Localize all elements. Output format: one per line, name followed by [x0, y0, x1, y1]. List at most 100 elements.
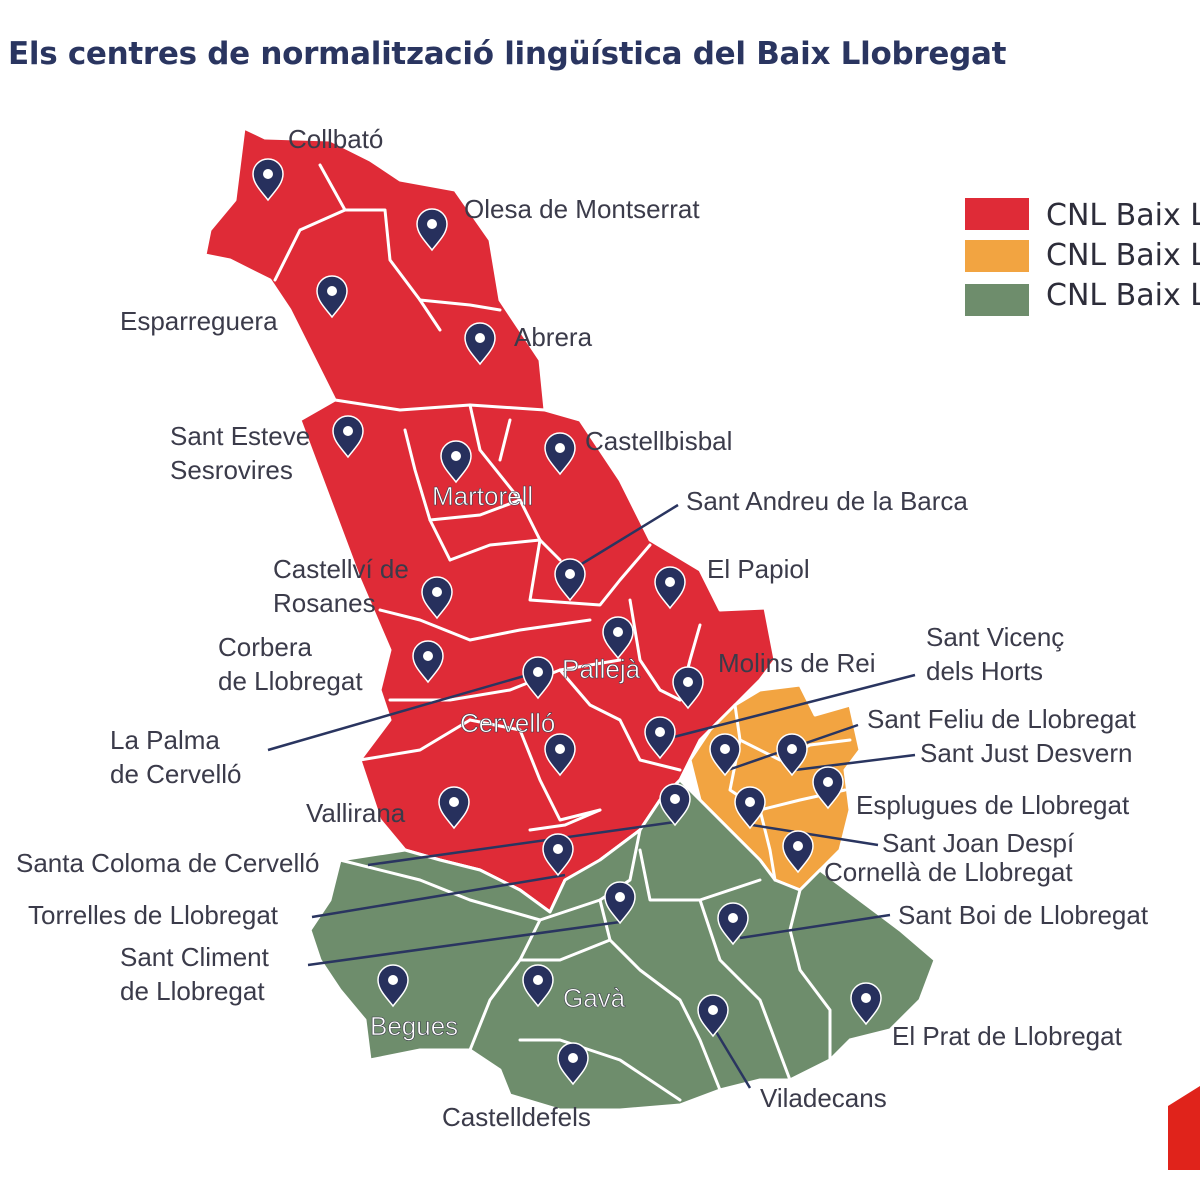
label-esplugues-de-llobregat: Esplugues de Llobregat	[856, 790, 1130, 820]
pin-esparreguera-icon[interactable]	[316, 275, 348, 319]
label-el-prat-de-llobregat: El Prat de Llobregat	[892, 1021, 1123, 1051]
border-line	[428, 498, 522, 522]
border-line	[418, 298, 502, 312]
label-sant-just-desvern: Sant Just Desvern	[920, 738, 1132, 768]
pin-viladecans-icon[interactable]	[697, 994, 729, 1038]
leader-sant-joan	[751, 823, 879, 847]
leader-sant-just	[794, 753, 916, 772]
label-line: La Palma	[110, 725, 220, 755]
label-line: Viladecans	[760, 1083, 887, 1113]
label-torrelles-de-llobregat: Torrelles de Llobregat	[28, 900, 279, 930]
label-olesa-de-montserrat: Olesa de Montserrat	[464, 194, 700, 224]
label-castellbisbal: Castellbisbal	[585, 426, 732, 456]
pin-corbera-de-llobregat-icon[interactable]	[412, 640, 444, 684]
label-line: Begues	[370, 1011, 458, 1041]
pin-cornella-de-llobregat-icon[interactable]	[782, 830, 814, 874]
label-line: Sant Vicenç	[926, 622, 1064, 652]
pin-palleja-icon[interactable]	[602, 616, 634, 660]
label-sant-boi-de-llobregat: Sant Boi de Llobregat	[898, 900, 1149, 930]
legend-label-green: CNL Baix L	[1046, 278, 1200, 313]
label-collbato: Collbató	[288, 124, 383, 154]
pin-collbato-icon[interactable]	[252, 158, 284, 202]
border-line	[358, 718, 472, 762]
pin-la-palma-de-cervello-icon[interactable]	[522, 656, 554, 700]
border-line	[528, 808, 602, 832]
leader-sant-boi	[739, 913, 891, 940]
legend-swatch-orange	[965, 240, 1029, 272]
border-line	[528, 538, 652, 607]
pin-begues-icon[interactable]	[377, 964, 409, 1008]
label-santa-coloma-de-cervello: Santa Coloma de Cervelló	[16, 848, 320, 878]
label-begues: Begues	[370, 1011, 458, 1041]
label-sant-feliu-de-llobregat: Sant Feliu de Llobregat	[867, 704, 1137, 734]
pin-vallirana-icon[interactable]	[438, 786, 470, 830]
label-cervello: Cervelló	[460, 708, 555, 738]
pin-torrelles-de-llobregat-icon[interactable]	[542, 833, 574, 877]
border-line	[403, 428, 452, 562]
labels-layer: Collbató Olesa de Montserrat Esparreguera A…	[16, 124, 1149, 1132]
leader-santa-coloma	[367, 820, 676, 867]
pin-castellbisbal-icon[interactable]	[544, 432, 576, 476]
label-line: El Papiol	[707, 554, 810, 584]
label-line: Sant Joan Despí	[882, 828, 1075, 858]
label-line: Castelldefels	[442, 1102, 591, 1132]
pin-sant-feliu-de-llobregat-icon[interactable]	[709, 733, 741, 777]
label-line: de Llobregat	[218, 666, 363, 696]
pin-sant-esteve-sesrovires-icon[interactable]	[332, 415, 364, 459]
pin-sant-andreu-de-la-barca-icon[interactable]	[554, 558, 586, 602]
label-line: Rosanes	[273, 588, 376, 618]
pin-el-prat-de-llobregat-icon[interactable]	[850, 982, 882, 1026]
label-line: Corbera	[218, 632, 312, 662]
pin-santa-coloma-de-cervello-icon[interactable]	[659, 783, 691, 827]
label-vallirana: Vallirana	[306, 798, 406, 828]
pin-sant-climent-de-llobregat-icon[interactable]	[604, 881, 636, 925]
pin-sant-joan-despi-icon[interactable]	[734, 786, 766, 830]
leader-sant-vicenc	[661, 673, 916, 742]
leader-sant-andreu	[574, 503, 679, 570]
border-line	[498, 418, 512, 462]
border-line	[273, 208, 347, 282]
border-line	[378, 608, 592, 642]
pin-sant-vicenc-dels-horts-icon[interactable]	[644, 716, 676, 760]
label-line: Torrelles de Llobregat	[28, 900, 279, 930]
border-line	[388, 658, 622, 702]
pin-olesa-de-montserrat-icon[interactable]	[416, 208, 448, 252]
label-line: Sant Boi de Llobregat	[898, 900, 1149, 930]
label-line: de Llobregat	[120, 976, 265, 1006]
leader-la-palma	[267, 670, 539, 752]
label-line: de Cervelló	[110, 759, 242, 789]
label-line: El Prat de Llobregat	[892, 1021, 1123, 1051]
label-line: Esplugues de Llobregat	[856, 790, 1130, 820]
border-line	[333, 398, 547, 412]
label-esparreguera: Esparreguera	[120, 306, 278, 336]
pin-el-papiol-icon[interactable]	[654, 566, 686, 610]
label-line: dels Horts	[926, 656, 1043, 686]
pin-sant-just-desvern-icon[interactable]	[776, 733, 808, 777]
label-castellvi-de-rosanes: Castellví de Rosanes	[273, 554, 409, 618]
pin-sant-boi-de-llobregat-icon[interactable]	[717, 902, 749, 946]
pin-castellvi-de-rosanes-icon[interactable]	[421, 576, 453, 620]
border-line	[698, 898, 792, 1082]
legend-label-orange: CNL Baix L	[1046, 238, 1200, 273]
pin-molins-de-rei-icon[interactable]	[672, 666, 704, 710]
pin-cervello-icon[interactable]	[544, 733, 576, 777]
leader-torrelles	[311, 873, 566, 919]
legend-swatch-red	[965, 198, 1029, 230]
pin-martorell-icon[interactable]	[440, 440, 472, 484]
label-palleja: Pallejà	[562, 654, 641, 684]
label-line: Molins de Rei	[718, 648, 876, 678]
regions-layer	[203, 126, 937, 1112]
pin-esplugues-de-llobregat-icon[interactable]	[812, 766, 844, 810]
label-line: Santa Coloma de Cervelló	[16, 848, 320, 878]
border-line	[318, 163, 442, 332]
leader-lines	[267, 503, 916, 1089]
pin-castelldefels-icon[interactable]	[557, 1042, 589, 1086]
pin-gava-icon[interactable]	[522, 964, 554, 1008]
label-line: Olesa de Montserrat	[464, 194, 700, 224]
label-el-papiol: El Papiol	[707, 554, 810, 584]
label-viladecans: Viladecans	[760, 1083, 887, 1113]
pin-abrera-icon[interactable]	[464, 322, 496, 366]
label-line: Sant Esteve	[170, 421, 310, 451]
label-sant-joan-despi: Sant Joan Despí	[882, 828, 1075, 858]
